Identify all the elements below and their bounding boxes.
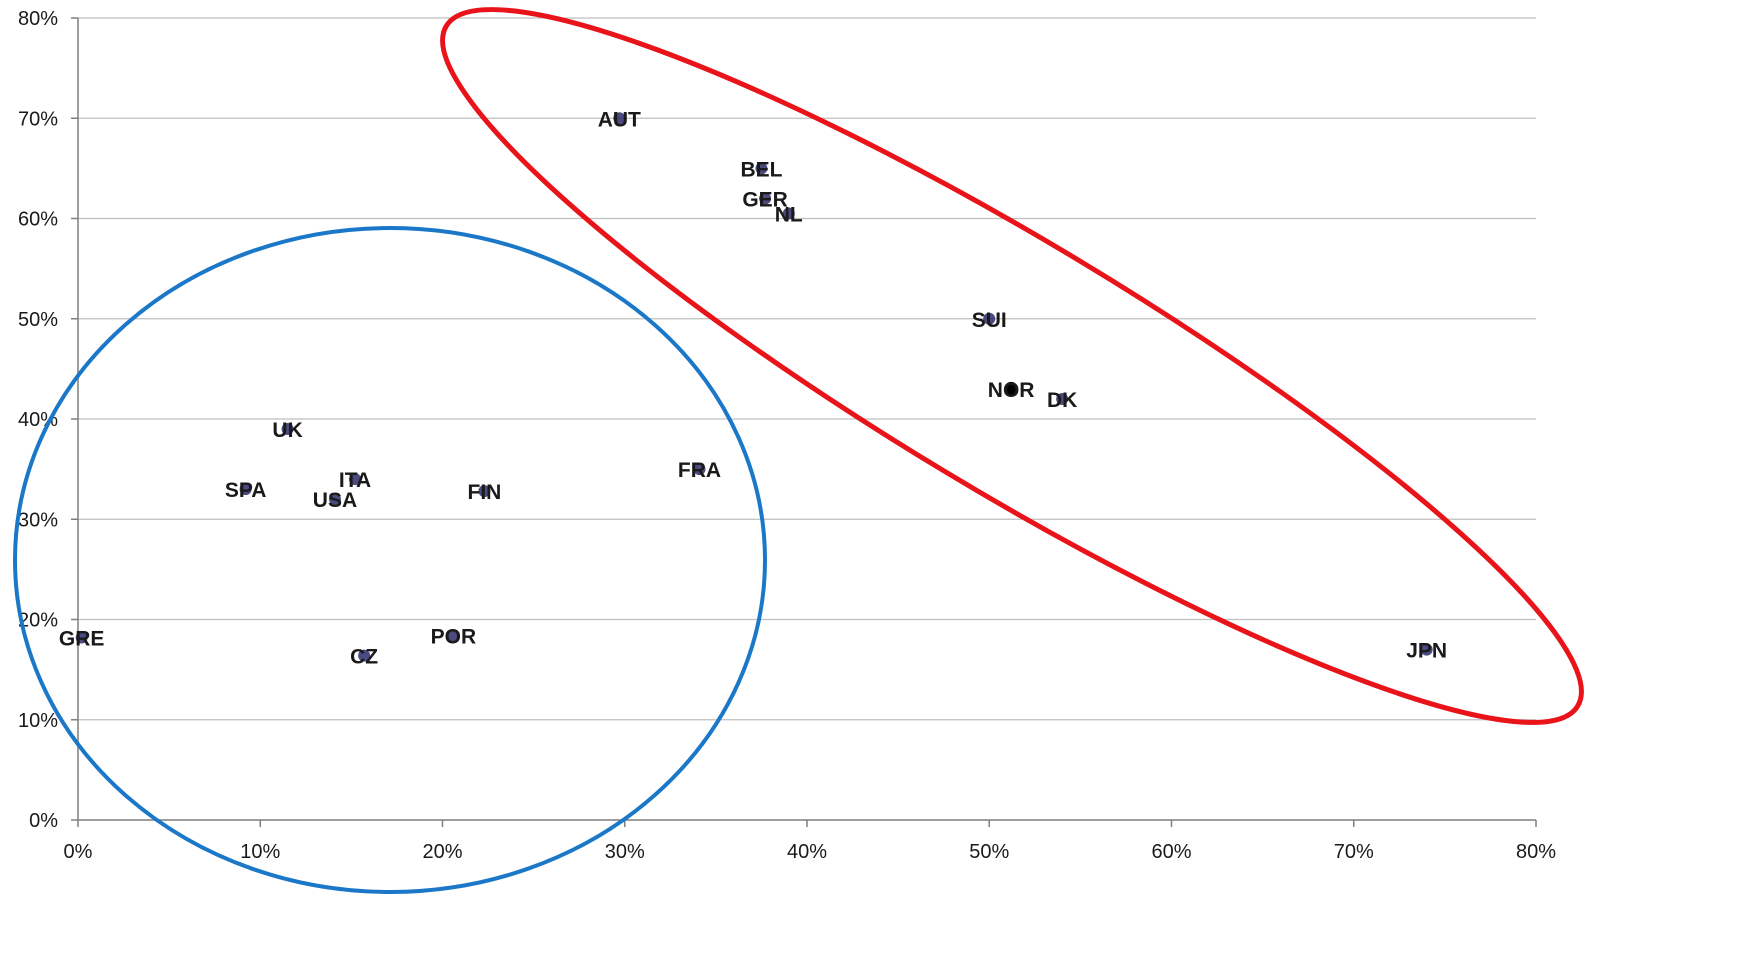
point-label-bel: BEL — [740, 158, 782, 181]
x-axis-ticks: 0% 10% 20% 30% 40% 50% 60% 70% 80% — [64, 841, 1557, 863]
point-fra — [693, 463, 706, 476]
y-tick-label: 60% — [18, 209, 58, 231]
y-tick-label: 80% — [18, 8, 58, 30]
red-group-ellipse — [440, 7, 1584, 725]
x-tick-label: 30% — [605, 841, 645, 863]
point-label-ita: ITA — [339, 469, 371, 492]
point-fin — [478, 485, 491, 498]
point-label-fra: FRA — [678, 459, 721, 482]
y-tick-label: 30% — [18, 509, 58, 531]
point-label-ger: GER — [742, 188, 788, 211]
y-tick-label: 70% — [18, 108, 58, 130]
x-tick-label: 60% — [1151, 841, 1191, 863]
point-cz — [358, 649, 371, 662]
gridlines — [71, 17, 1537, 827]
x-tick-label: 40% — [787, 841, 827, 863]
point-aut — [613, 112, 626, 125]
point-ita — [349, 473, 362, 486]
point-spa — [239, 483, 252, 496]
x-tick-label: 80% — [1516, 841, 1556, 863]
point-label-aut: AUT — [598, 108, 641, 131]
point-label-sui: SUI — [972, 309, 1007, 332]
point-gre — [75, 631, 88, 644]
y-tick-label: 20% — [18, 610, 58, 632]
point-usa — [328, 493, 341, 506]
y-axis-ticks: 0%10%20%30%40%50%60%70%80% — [18, 8, 58, 832]
point-bel — [755, 162, 768, 175]
x-tick-label: 0% — [64, 841, 93, 863]
point-label-gre: GRE — [59, 628, 105, 651]
point-nl — [782, 207, 795, 220]
point-label-nor: NOR — [988, 379, 1035, 402]
point-sui — [983, 312, 996, 325]
point-dk — [1056, 392, 1069, 405]
y-tick-label: 50% — [18, 309, 58, 331]
point-label-dk: DK — [1047, 389, 1077, 412]
point-nor — [1004, 381, 1019, 396]
point-jpn — [1420, 643, 1433, 656]
point-uk — [281, 423, 294, 436]
point-label-por: POR — [431, 626, 477, 649]
y-tick-label: 10% — [18, 710, 58, 732]
y-tick-label: 0% — [29, 810, 58, 832]
point-ger — [759, 192, 772, 205]
x-tick-label: 50% — [969, 841, 1009, 863]
point-por — [447, 629, 460, 642]
point-label-spa: SPA — [225, 479, 267, 502]
x-tick-label: 20% — [422, 841, 462, 863]
point-label-fin: FIN — [468, 481, 502, 504]
point-label-nl: NL — [775, 203, 803, 226]
blue-group-ellipse — [13, 226, 767, 894]
point-label-jpn: JPN — [1406, 640, 1447, 663]
x-tick-label: 10% — [240, 841, 280, 863]
x-tick-label: 70% — [1334, 841, 1374, 863]
point-label-uk: UK — [272, 419, 302, 442]
point-label-usa: USA — [313, 489, 357, 512]
point-label-cz: CZ — [350, 646, 378, 669]
